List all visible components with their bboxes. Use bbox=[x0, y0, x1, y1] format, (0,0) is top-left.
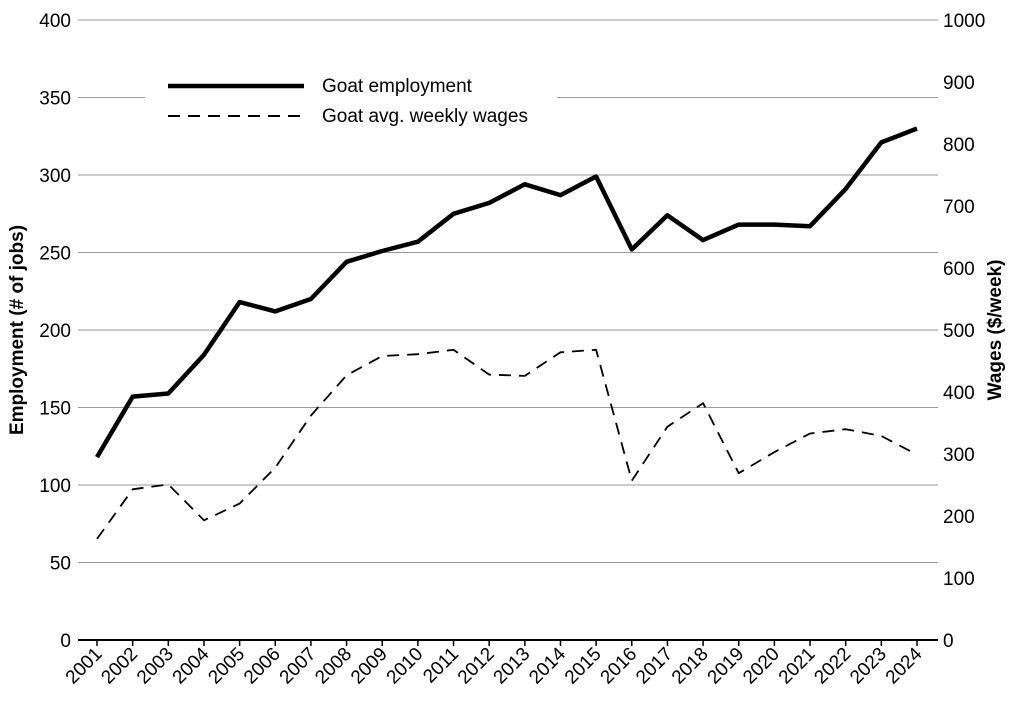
x-tick-label: 2003 bbox=[133, 644, 178, 689]
x-tick-label: 2012 bbox=[454, 644, 499, 689]
legend-label-employment: Goat employment bbox=[322, 76, 473, 97]
x-tick-label: 2016 bbox=[597, 644, 642, 689]
right-axis-ticks: 0 100 200 300 400 500 600 700 800 900 1000 bbox=[943, 11, 985, 652]
x-tick-label: 2014 bbox=[525, 643, 570, 688]
y-tick-label-right: 1000 bbox=[943, 11, 985, 32]
y-tick-label-right: 0 bbox=[943, 631, 954, 652]
y-tick-label-right: 800 bbox=[943, 135, 975, 156]
x-tick-label: 2018 bbox=[668, 644, 713, 689]
employment-series-line bbox=[95, 126, 918, 459]
y-tick-label-right: 400 bbox=[943, 383, 975, 404]
y-tick-label-right: 500 bbox=[943, 321, 975, 342]
x-tick-label: 2011 bbox=[419, 644, 463, 688]
x-tick-label: 2013 bbox=[490, 644, 535, 689]
x-tick-label: 2008 bbox=[311, 644, 356, 689]
y-tick-label-right: 700 bbox=[943, 197, 975, 218]
legend: Goat employment Goat avg. weekly wages bbox=[145, 67, 557, 133]
y-axis-title-left: Employment (# of jobs) bbox=[7, 225, 28, 435]
x-axis-ticks: 2001200220032004200520062007200820092010… bbox=[62, 640, 927, 688]
x-tick-label: 2009 bbox=[347, 644, 392, 689]
x-tick-label: 2019 bbox=[704, 644, 749, 689]
x-tick-label: 2021 bbox=[775, 644, 820, 689]
y-tick-label-left: 150 bbox=[39, 399, 71, 420]
y-tick-label-right: 200 bbox=[943, 507, 975, 528]
x-tick-label: 2004 bbox=[169, 643, 214, 688]
x-tick-label: 2010 bbox=[383, 644, 428, 689]
x-tick-label: 2015 bbox=[561, 644, 606, 689]
x-tick-label: 2007 bbox=[276, 644, 321, 689]
x-tick-label: 2023 bbox=[846, 644, 891, 689]
y-tick-label-left: 300 bbox=[39, 166, 71, 187]
x-tick-label: 2002 bbox=[97, 644, 142, 689]
x-tick-label: 2020 bbox=[739, 644, 784, 689]
y-tick-label-right: 100 bbox=[943, 569, 975, 590]
y-tick-label-left: 250 bbox=[39, 244, 71, 265]
y-tick-label-left: 0 bbox=[60, 631, 71, 652]
x-tick-label: 2006 bbox=[240, 644, 285, 689]
y-tick-label-left: 50 bbox=[50, 554, 71, 575]
y-tick-label-right: 900 bbox=[943, 73, 975, 94]
y-tick-label-right: 300 bbox=[943, 445, 975, 466]
series-lines bbox=[95, 126, 918, 540]
x-tick-label: 2024 bbox=[882, 643, 927, 688]
legend-background bbox=[145, 67, 557, 133]
y-tick-label-left: 100 bbox=[39, 476, 71, 497]
y-tick-label-right: 600 bbox=[943, 259, 975, 280]
y-tick-label-left: 400 bbox=[39, 11, 71, 32]
y-tick-label-left: 350 bbox=[39, 89, 71, 110]
x-tick-label: 2017 bbox=[632, 644, 677, 689]
left-axis-ticks: 0 50 100 150 200 250 300 350 400 bbox=[39, 11, 71, 652]
wages-series-line bbox=[96, 348, 918, 540]
x-tick-label: 2005 bbox=[204, 644, 249, 689]
y-tick-label-left: 200 bbox=[39, 321, 71, 342]
y-axis-title-right: Wages ($/week) bbox=[985, 260, 1006, 401]
legend-label-wages: Goat avg. weekly wages bbox=[322, 106, 528, 127]
x-tick-label: 2022 bbox=[810, 644, 855, 689]
